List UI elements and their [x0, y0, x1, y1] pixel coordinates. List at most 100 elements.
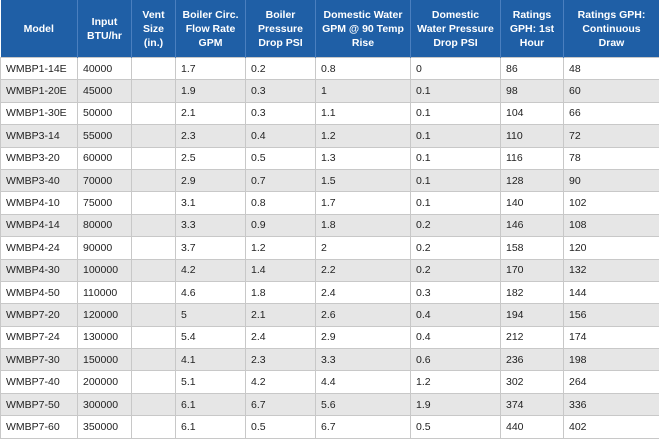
table-cell: 336: [563, 392, 659, 417]
table-cell: 174: [563, 325, 659, 350]
table-cell: 4.4: [315, 370, 411, 394]
table-cell: WMBP7-40: [0, 370, 78, 394]
table-cell: 102: [563, 191, 659, 215]
table-cell: 1.9: [175, 79, 246, 103]
table-cell: 1.2: [410, 370, 501, 394]
table-cell: 0.3: [245, 79, 316, 103]
table-cell: 0.4: [245, 124, 316, 148]
table-cell: 3.3: [175, 213, 246, 238]
table-cell: [131, 213, 176, 238]
table-cell: 98: [500, 79, 564, 103]
header-cell: Ratings GPH: 1st Hour: [500, 0, 564, 58]
table-cell: 2.3: [245, 348, 316, 372]
table-cell: 150000: [77, 348, 132, 372]
header-cell: Boiler Pressure Drop PSI: [245, 0, 316, 58]
table-cell: 0.2: [410, 258, 501, 282]
table-cell: 4.1: [175, 348, 246, 372]
header-cell: Ratings GPH: Continuous Draw: [563, 0, 659, 58]
table-row: WMBP3-40 70000 2.9 0.7 1.5 0.1 128 90: [0, 168, 659, 193]
table-cell: 1.8: [315, 213, 411, 238]
table-cell: 100000: [77, 258, 132, 282]
table-cell: 236: [500, 348, 564, 372]
table-cell: WMBP7-30: [0, 348, 78, 372]
table-cell: 0.1: [410, 146, 501, 170]
table-cell: 120000: [77, 303, 132, 327]
table-cell: 182: [500, 280, 564, 305]
table-cell: 1.4: [245, 258, 316, 282]
table-row: WMBP7-24 130000 5.4 2.4 2.9 0.4 212 174: [0, 325, 659, 350]
table-cell: 90000: [77, 236, 132, 260]
header-row: Model Input BTU/hr Vent Size (in.) Boiler C…: [0, 0, 659, 58]
table-cell: WMBP4-50: [0, 280, 78, 305]
table-cell: 1.7: [315, 191, 411, 215]
table-cell: 0.6: [410, 348, 501, 372]
table-cell: 2.5: [175, 146, 246, 170]
table-cell: 55000: [77, 124, 132, 148]
table-cell: 110000: [77, 280, 132, 305]
table-cell: [131, 56, 176, 81]
table-cell: 0.9: [245, 213, 316, 238]
table-cell: [131, 280, 176, 305]
table-cell: 70000: [77, 168, 132, 193]
table-cell: [131, 348, 176, 372]
table-cell: 158: [500, 236, 564, 260]
table-cell: 0.2: [410, 213, 501, 238]
table-cell: [131, 370, 176, 394]
table-row: WMBP4-24 90000 3.7 1.2 2 0.2 158 120: [0, 236, 659, 260]
table-cell: 5.4: [175, 325, 246, 350]
table-cell: 0.8: [245, 191, 316, 215]
table-row: WMBP4-50 110000 4.6 1.8 2.4 0.3 182 144: [0, 280, 659, 305]
table-row: WMBP4-14 80000 3.3 0.9 1.8 0.2 146 108: [0, 213, 659, 238]
table-cell: WMBP4-14: [0, 213, 78, 238]
table-cell: 1.2: [315, 124, 411, 148]
table-cell: 302: [500, 370, 564, 394]
table-cell: 66: [563, 101, 659, 126]
table-cell: 300000: [77, 392, 132, 417]
table-cell: 0.5: [245, 146, 316, 170]
table-cell: WMBP3-40: [0, 168, 78, 193]
table-cell: 0.4: [410, 325, 501, 350]
table-cell: [131, 191, 176, 215]
table-row: WMBP7-30 150000 4.1 2.3 3.3 0.6 236 198: [0, 348, 659, 372]
table-cell: 4.6: [175, 280, 246, 305]
table-cell: 60000: [77, 146, 132, 170]
table-cell: WMBP1-20E: [0, 79, 78, 103]
table-cell: 130000: [77, 325, 132, 350]
table-cell: 0.1: [410, 168, 501, 193]
table-cell: [131, 146, 176, 170]
table-cell: [131, 124, 176, 148]
table-cell: [131, 236, 176, 260]
table-cell: WMBP1-14E: [0, 56, 78, 81]
table-cell: 4.2: [175, 258, 246, 282]
table-cell: 0.4: [410, 303, 501, 327]
table-cell: 5: [175, 303, 246, 327]
table-cell: [131, 258, 176, 282]
table-cell: 350000: [77, 415, 132, 439]
table-cell: 0.3: [410, 280, 501, 305]
table-cell: [131, 392, 176, 417]
table-cell: 6.7: [245, 392, 316, 417]
header-cell: Domestic Water Pressure Drop PSI: [410, 0, 501, 58]
table-cell: 110: [500, 124, 564, 148]
table-row: WMBP7-20 120000 5 2.1 2.6 0.4 194 156: [0, 303, 659, 327]
table-cell: 212: [500, 325, 564, 350]
table-row: WMBP1-20E 45000 1.9 0.3 1 0.1 98 60: [0, 79, 659, 103]
table-cell: 2.4: [315, 280, 411, 305]
table-cell: 75000: [77, 191, 132, 215]
table-cell: WMBP4-24: [0, 236, 78, 260]
table-cell: 40000: [77, 56, 132, 81]
table-cell: 2.6: [315, 303, 411, 327]
table-cell: [131, 415, 176, 439]
table-cell: 2.4: [245, 325, 316, 350]
table-cell: 5.1: [175, 370, 246, 394]
table-cell: [131, 325, 176, 350]
table-cell: 6.1: [175, 415, 246, 439]
table-cell: 2.9: [175, 168, 246, 193]
table-cell: WMBP7-20: [0, 303, 78, 327]
table-cell: 116: [500, 146, 564, 170]
table-cell: 0.8: [315, 56, 411, 81]
table-cell: 2: [315, 236, 411, 260]
table-cell: WMBP3-14: [0, 124, 78, 148]
header-cell: Vent Size (in.): [131, 0, 176, 58]
